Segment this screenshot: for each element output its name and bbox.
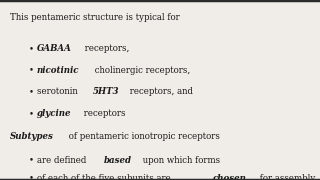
Text: serotonin: serotonin [37,87,80,96]
Text: •: • [29,156,34,165]
Text: of each of the five subunits are: of each of the five subunits are [37,174,173,180]
Text: receptors, and: receptors, and [127,87,193,96]
Text: 5HT3: 5HT3 [93,87,119,96]
Text: receptors: receptors [81,109,126,118]
Text: •: • [29,174,34,180]
Text: •: • [29,109,34,118]
Text: •: • [29,66,34,75]
Text: glycine: glycine [37,109,71,118]
Text: cholinergic receptors,: cholinergic receptors, [92,66,190,75]
Text: are defined: are defined [37,156,89,165]
Text: for assembly: for assembly [257,174,315,180]
Text: based: based [104,156,132,165]
Text: This pentameric structure is typical for: This pentameric structure is typical for [10,14,179,22]
Text: •: • [29,87,34,96]
Text: nicotinic: nicotinic [37,66,79,75]
Text: GABAA: GABAA [37,44,72,53]
Text: •: • [29,44,34,53]
Text: Subtypes: Subtypes [10,132,53,141]
Text: chosen: chosen [213,174,247,180]
Text: upon which forms: upon which forms [140,156,220,165]
Text: receptors,: receptors, [82,44,129,53]
Text: of pentameric ionotropic receptors: of pentameric ionotropic receptors [66,132,220,141]
